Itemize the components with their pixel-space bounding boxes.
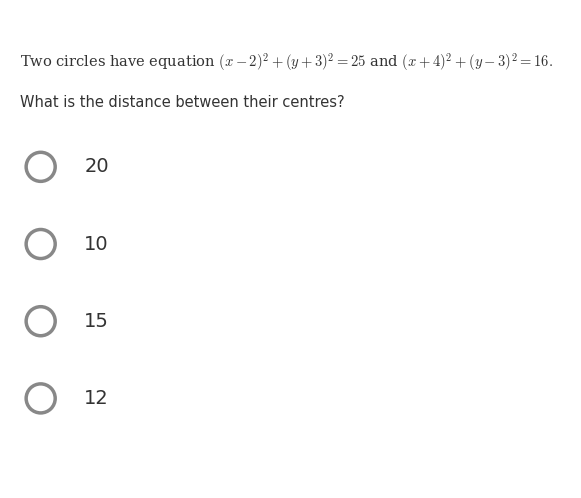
Text: 15: 15 [84, 312, 109, 331]
Text: 12: 12 [84, 389, 109, 408]
Text: 10: 10 [84, 235, 109, 253]
Text: What is the distance between their centres?: What is the distance between their centr… [20, 95, 345, 110]
Text: 20: 20 [84, 157, 109, 176]
Text: Two circles have equation $(x-2)^2+(y+3)^2=25$ and $(x+4)^2+(y-3)^2=16.$: Two circles have equation $(x-2)^2+(y+3)… [20, 51, 554, 73]
